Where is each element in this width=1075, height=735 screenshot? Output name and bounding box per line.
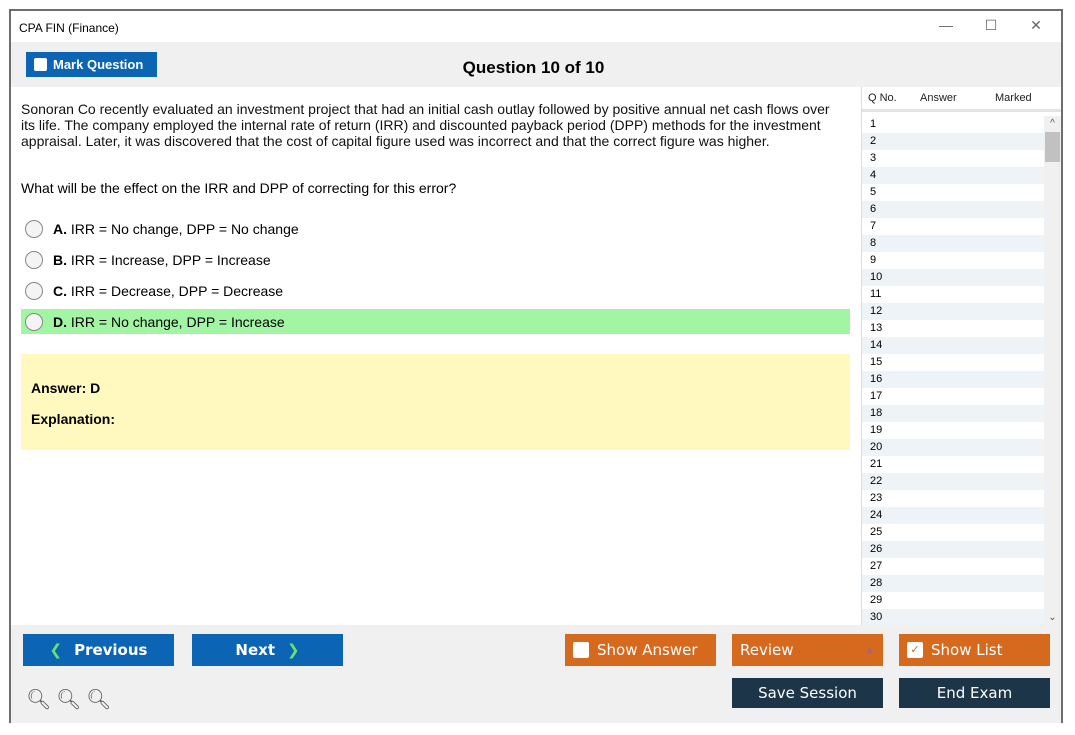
checkbox-icon <box>34 58 47 71</box>
explanation-label: Explanation: <box>31 411 116 427</box>
answer-text: Answer: D <box>31 380 101 396</box>
list-item[interactable]: 20 <box>862 439 1044 456</box>
review-dropdown[interactable]: Review ▲ <box>732 634 883 666</box>
list-item[interactable]: 11 <box>870 288 882 300</box>
list-item[interactable]: 16 <box>862 371 1044 388</box>
list-item[interactable]: 3 <box>870 152 877 164</box>
list-item[interactable]: 9 <box>870 254 877 266</box>
end-exam-label: End Exam <box>936 684 1013 702</box>
question-title: Question 10 of 10 <box>462 58 605 77</box>
answer-box: Answer: D Explanation: <box>21 354 850 450</box>
caret-up-icon: ▲ <box>866 645 873 655</box>
list-item[interactable]: 4 <box>862 167 1044 184</box>
list-item[interactable]: 13 <box>870 322 883 334</box>
question-prompt: What will be the effect on the IRR and D… <box>21 180 457 196</box>
option-text: IRR = Increase, DPP = Increase <box>70 251 271 268</box>
title-bar: CPA FIN (Finance) — ☐ ✕ <box>11 11 1061 42</box>
save-session-button[interactable]: Save Session <box>732 678 883 708</box>
checkbox-checked-icon[interactable]: ✓ <box>907 642 923 658</box>
scroll-down-icon[interactable]: ⌄ <box>1048 612 1057 623</box>
list-item[interactable]: 10 <box>862 269 1044 286</box>
list-item[interactable]: 27 <box>870 560 883 572</box>
show-answer-button[interactable]: Show Answer <box>565 634 716 666</box>
list-item[interactable]: 24 <box>862 507 1044 524</box>
zoom-in-icon[interactable]: 🔍︎ <box>26 689 52 711</box>
maximize-button[interactable]: ☐ <box>984 17 998 33</box>
list-item[interactable]: 19 <box>870 424 883 436</box>
zoom-out-icon[interactable]: 🔍︎ <box>86 689 112 711</box>
list-item[interactable]: 15 <box>870 356 883 368</box>
radio-icon[interactable] <box>25 312 43 331</box>
option-d[interactable]: D. IRR = No change, DPP = Increase <box>21 309 850 334</box>
header-marked: Marked <box>995 92 1032 104</box>
list-item[interactable]: 6 <box>862 201 1044 218</box>
list-item[interactable]: 26 <box>862 541 1044 558</box>
list-item[interactable]: 17 <box>870 390 883 402</box>
checkbox-icon[interactable] <box>573 642 589 658</box>
chevron-left-icon: ❮ <box>49 641 63 659</box>
list-item[interactable]: 23 <box>870 492 883 504</box>
toolbar: Mark Question Question 10 of 10 <box>11 42 1061 87</box>
list-item[interactable]: 22 <box>862 473 1044 490</box>
next-label: Next <box>235 641 275 659</box>
option-text: IRR = No change, DPP = No change <box>70 220 299 237</box>
scrollbar-thumb[interactable] <box>1045 132 1060 162</box>
scroll-up-icon[interactable]: ^ <box>1050 118 1055 129</box>
previous-button[interactable]: ❮ Previous <box>23 634 174 666</box>
list-item[interactable]: 25 <box>870 526 883 538</box>
header-answer: Answer <box>920 92 957 104</box>
save-session-label: Save Session <box>758 684 857 702</box>
list-item[interactable]: 1 <box>870 118 877 130</box>
radio-icon[interactable] <box>25 219 43 238</box>
question-list: Q No. Answer Marked 1 2 3 4 5 6 7 8 9 10 11 12 13 14 1… <box>861 87 1061 626</box>
option-letter: C. <box>53 282 67 299</box>
list-item[interactable]: 21 <box>870 458 883 470</box>
list-item[interactable]: 5 <box>870 186 877 198</box>
app-window: CPA FIN (Finance) — ☐ ✕ Mark Question Qu… <box>9 9 1063 723</box>
list-item[interactable]: 14 <box>862 337 1044 354</box>
end-exam-button[interactable]: End Exam <box>899 678 1050 708</box>
mark-question-button[interactable]: Mark Question <box>26 52 157 77</box>
review-label: Review <box>740 641 794 659</box>
option-b[interactable]: B. IRR = Increase, DPP = Increase <box>21 247 850 272</box>
show-answer-label: Show Answer <box>597 641 698 659</box>
close-button[interactable]: ✕ <box>1030 17 1042 33</box>
list-header: Q No. Answer Marked <box>862 87 1061 112</box>
next-button[interactable]: Next ❯ <box>192 634 343 666</box>
chevron-right-icon: ❯ <box>287 641 300 659</box>
mark-label: Mark Question <box>53 57 144 72</box>
show-list-label: Show List <box>931 641 1003 659</box>
option-letter: A. <box>53 220 67 237</box>
list-item[interactable]: 12 <box>862 303 1044 320</box>
list-item[interactable]: 29 <box>870 594 883 606</box>
question-text: Sonoran Co recently evaluated an investm… <box>21 101 830 149</box>
show-list-button[interactable]: ✓ Show List <box>899 634 1050 666</box>
bottom-bar: ❮ Previous Next ❯ Show Answer Review ▲ ✓ Sho… <box>11 625 1061 723</box>
option-text: IRR = No change, DPP = Increase <box>70 313 285 330</box>
list-item[interactable]: 7 <box>870 220 877 232</box>
previous-label: Previous <box>74 641 148 659</box>
list-item[interactable]: 2 <box>862 133 1044 150</box>
header-qno: Q No. <box>868 92 897 104</box>
radio-icon[interactable] <box>25 250 43 269</box>
scrollbar[interactable]: ^ ⌄ <box>1044 116 1061 625</box>
radio-icon[interactable] <box>25 281 43 300</box>
list-item[interactable]: 28 <box>862 575 1044 592</box>
option-c[interactable]: C. IRR = Decrease, DPP = Decrease <box>21 278 850 303</box>
option-a[interactable]: A. IRR = No change, DPP = No change <box>21 216 850 241</box>
list-item[interactable]: 30 <box>862 609 1044 626</box>
list-rows: 1 2 3 4 5 6 7 8 9 10 11 12 13 14 15 16 17 18 19 20 21 22 23 24 2… <box>862 116 1044 626</box>
window-title: CPA FIN (Finance) <box>19 21 119 35</box>
option-text: IRR = Decrease, DPP = Decrease <box>70 282 284 299</box>
list-item[interactable]: 18 <box>862 405 1044 422</box>
option-letter: B. <box>53 251 67 268</box>
minimize-button[interactable]: — <box>939 17 953 33</box>
list-item[interactable]: 8 <box>862 235 1044 252</box>
option-letter: D. <box>53 313 67 330</box>
zoom-reset-icon[interactable]: 🔍︎ <box>56 689 82 711</box>
question-panel: Sonoran Co recently evaluated an investm… <box>11 87 861 625</box>
